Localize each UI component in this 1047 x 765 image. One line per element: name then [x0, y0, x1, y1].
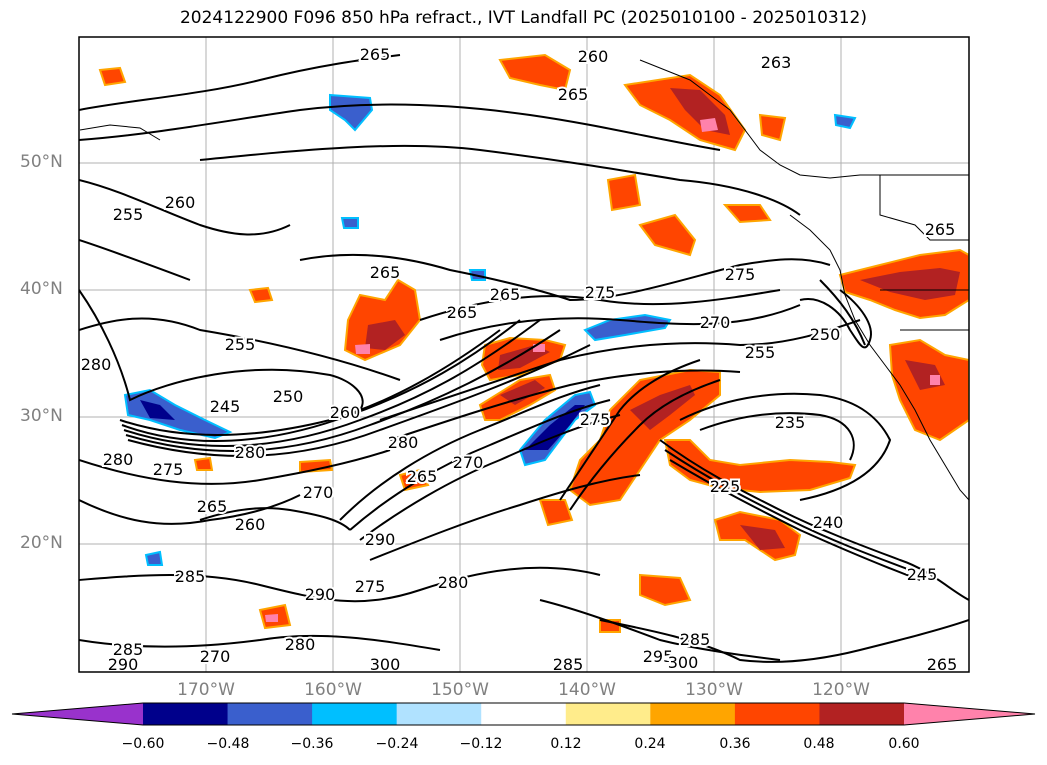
contour-label: 265 — [490, 285, 521, 304]
contour-label: 300 — [668, 653, 699, 672]
contour-label: 265 — [197, 497, 228, 516]
colorbar-tick: −0.36 — [290, 736, 334, 752]
contour-label: 265 — [925, 220, 956, 239]
contour-label: 225 — [710, 477, 741, 496]
contour-label: 260 — [165, 193, 196, 212]
contour-label: 265 — [407, 467, 438, 486]
contour-label: 275 — [580, 410, 611, 429]
colorbar-tick: 0.36 — [719, 736, 751, 752]
contour-label: 275 — [585, 283, 616, 302]
colorbar-segment — [312, 703, 398, 725]
contour-label: 265 — [360, 45, 391, 64]
lon-label: 120°W — [812, 680, 870, 700]
colorbar-segment — [819, 703, 905, 725]
contour-label: 280 — [81, 355, 112, 374]
colorbar-tick: −0.48 — [206, 736, 250, 752]
map-frame — [78, 36, 970, 673]
contour-label: 275 — [153, 460, 184, 479]
lat-label: 50°N — [20, 152, 63, 172]
lat-label: 40°N — [20, 279, 63, 299]
map-canvas: 260 265 265 255 260 265 265 265 275 270 … — [78, 36, 970, 674]
contour-label: 245 — [907, 565, 938, 584]
contour-label: 260 — [330, 403, 361, 422]
contour-label: 280 — [388, 433, 419, 452]
lon-label: 140°W — [558, 680, 616, 700]
map-title: 2024122900 F096 850 hPa refract., IVT La… — [179, 8, 867, 28]
contour-label: 285 — [553, 655, 584, 674]
contour-label: 285 — [680, 630, 711, 649]
colorbar-tick: 0.24 — [634, 736, 666, 752]
contour-label: 235 — [775, 413, 806, 432]
colorbar-tick: 0.60 — [888, 736, 920, 752]
contour-label-layer: 260 265 265 255 260 265 265 265 275 270 … — [79, 43, 959, 674]
contour-label: 290 — [305, 585, 336, 604]
contour-label: 290 — [108, 655, 139, 674]
colorbar-tick: −0.60 — [121, 736, 165, 752]
lon-label: 150°W — [431, 680, 489, 700]
contour-label: 280 — [285, 635, 316, 654]
colorbar-segment — [143, 703, 229, 725]
contour-label: 240 — [813, 513, 844, 532]
shaded-field — [98, 53, 969, 633]
contour-label: 250 — [273, 387, 304, 406]
colorbar-extend-max — [904, 703, 1035, 725]
contour-label: 255 — [113, 205, 144, 224]
contour-label: 260 — [235, 515, 266, 534]
contour-label: 280 — [235, 443, 266, 462]
lon-label: 160°W — [304, 680, 362, 700]
contour-label: 270 — [303, 483, 334, 502]
colorbar-segment — [396, 703, 482, 725]
lon-label: 170°W — [177, 680, 235, 700]
contour-label: 285 — [113, 640, 144, 659]
lat-label: 20°N — [20, 533, 63, 553]
contour-label: 260 — [578, 47, 609, 66]
colorbar-tick: 0.48 — [803, 736, 835, 752]
contour-label: 263 — [761, 53, 792, 72]
contour-label: 280 — [103, 450, 134, 469]
colorbar-tick: −0.24 — [375, 736, 419, 752]
contour-label: 295 — [643, 647, 674, 666]
contour-label: 290 — [365, 530, 396, 549]
contour-label: 270 — [453, 453, 484, 472]
colorbar-tick: −0.12 — [459, 736, 503, 752]
contour-lines — [79, 54, 969, 663]
contour-label: 255 — [745, 343, 776, 362]
contour-label: 250 — [810, 325, 841, 344]
colorbar-segment — [650, 703, 736, 725]
contour-label: 255 — [225, 335, 256, 354]
colorbar-segment — [734, 703, 820, 725]
contour-label: 265 — [370, 263, 401, 282]
contour-label: 275 — [725, 265, 756, 284]
colorbar — [11, 702, 1036, 726]
lon-label: 130°W — [685, 680, 743, 700]
colorbar-segment — [481, 703, 567, 725]
contour-label: 265 — [558, 85, 589, 104]
contour-label: 285 — [175, 567, 206, 586]
contour-label: 265 — [927, 655, 958, 674]
colorbar-extend-min — [12, 703, 143, 725]
contour-label: 270 — [200, 647, 231, 666]
contour-label: 265 — [447, 303, 478, 322]
colorbar-segment — [565, 703, 651, 725]
contour-label: 275 — [355, 577, 386, 596]
colorbar-segment — [227, 703, 313, 725]
contour-label: 245 — [210, 397, 241, 416]
contour-label: 270 — [700, 313, 731, 332]
contour-label: 300 — [370, 655, 401, 674]
coastline — [79, 59, 969, 501]
colorbar-tick: 0.12 — [550, 736, 582, 752]
lat-label: 30°N — [20, 406, 63, 426]
contour-label: 280 — [438, 573, 469, 592]
